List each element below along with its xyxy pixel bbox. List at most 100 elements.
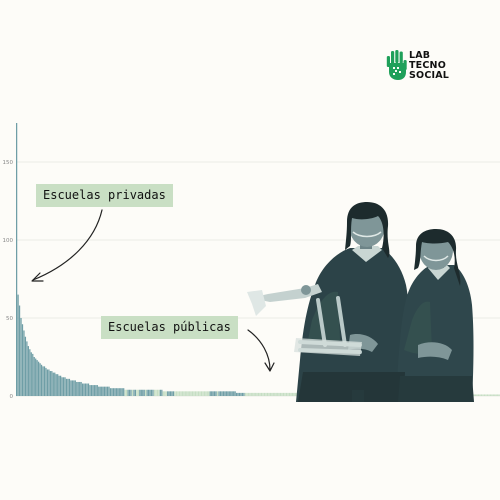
bar: [260, 392, 263, 396]
bar: [167, 391, 169, 396]
bar: [45, 367, 47, 396]
bar: [263, 392, 266, 396]
bar: [272, 392, 274, 396]
bar: [42, 366, 44, 396]
bar: [121, 388, 123, 396]
bar: [479, 394, 481, 396]
bar: [161, 389, 163, 396]
bar: [156, 389, 159, 396]
bar: [265, 392, 267, 396]
bar: [136, 389, 138, 396]
bar: [244, 392, 247, 396]
bar: [247, 392, 249, 396]
bar: [250, 392, 252, 396]
bar: [281, 392, 283, 396]
bar: [473, 394, 475, 396]
bar: [93, 385, 95, 396]
bar: [271, 392, 273, 396]
bar: [227, 391, 229, 396]
bar: [95, 385, 97, 396]
bar: [278, 392, 280, 396]
bar: [175, 391, 178, 396]
arrows: [31, 209, 275, 372]
bar: [64, 377, 66, 396]
bar: [475, 394, 477, 396]
bar: [168, 391, 170, 396]
bar: [120, 388, 122, 396]
arrow-private-head: [31, 272, 44, 282]
bar: [234, 391, 236, 396]
bar: [90, 385, 93, 396]
bar: [294, 392, 296, 396]
bar: [49, 371, 51, 396]
bar: [266, 392, 269, 396]
y-tick-label: 150: [3, 160, 14, 166]
bar: [36, 360, 38, 396]
bar: [43, 366, 46, 396]
bar: [51, 371, 53, 396]
bar: [492, 394, 494, 396]
hand-icon: [386, 50, 407, 80]
bar: [228, 391, 230, 396]
bar: [159, 389, 161, 396]
bar: [26, 341, 28, 396]
bar: [495, 394, 497, 396]
bar: [274, 392, 276, 396]
bar: [158, 389, 160, 396]
bar: [476, 394, 478, 396]
bar: [170, 391, 172, 396]
bar: [253, 392, 255, 396]
bar: [74, 380, 76, 396]
bar: [497, 394, 499, 396]
bar: [16, 123, 18, 396]
bar: [65, 378, 68, 396]
bar: [68, 378, 71, 396]
bar: [84, 383, 87, 396]
bar: [216, 391, 219, 396]
bar: [137, 389, 139, 396]
bar: [61, 377, 63, 396]
bar: [291, 392, 293, 396]
bar: [178, 391, 181, 396]
bar: [23, 330, 25, 396]
bar: [55, 374, 57, 396]
bar: [48, 369, 50, 396]
bar: [259, 392, 261, 396]
arrow-private: [32, 209, 103, 281]
bar: [277, 392, 279, 396]
bar: [275, 392, 277, 396]
bar: [145, 389, 147, 396]
bar: [112, 388, 115, 396]
bar: [206, 391, 208, 396]
bar: [172, 391, 175, 396]
bar: [33, 357, 35, 396]
bar: [32, 353, 34, 396]
bar: [190, 391, 192, 396]
bar: [148, 389, 150, 396]
bar: [255, 392, 257, 396]
bar: [155, 389, 157, 396]
bar: [17, 294, 19, 396]
bar: [73, 380, 75, 396]
bar: [123, 388, 125, 396]
bar: [57, 374, 59, 396]
bar: [149, 389, 151, 396]
bar: [284, 392, 286, 396]
bar: [126, 389, 128, 396]
bar: [203, 391, 205, 396]
bar: [240, 392, 242, 396]
bar: [18, 305, 21, 396]
bar: [262, 392, 264, 396]
lab-tecno-social-logo: LAB TECNO SOCIAL: [386, 50, 456, 82]
bar: [288, 392, 291, 396]
y-tick-label: 50: [6, 316, 13, 322]
bar: [39, 363, 41, 396]
bar: [214, 391, 216, 396]
bar: [80, 381, 82, 396]
bar: [238, 392, 241, 396]
bar: [134, 389, 137, 396]
bar: [101, 386, 103, 396]
bar: [491, 394, 493, 396]
bar: [77, 381, 79, 396]
